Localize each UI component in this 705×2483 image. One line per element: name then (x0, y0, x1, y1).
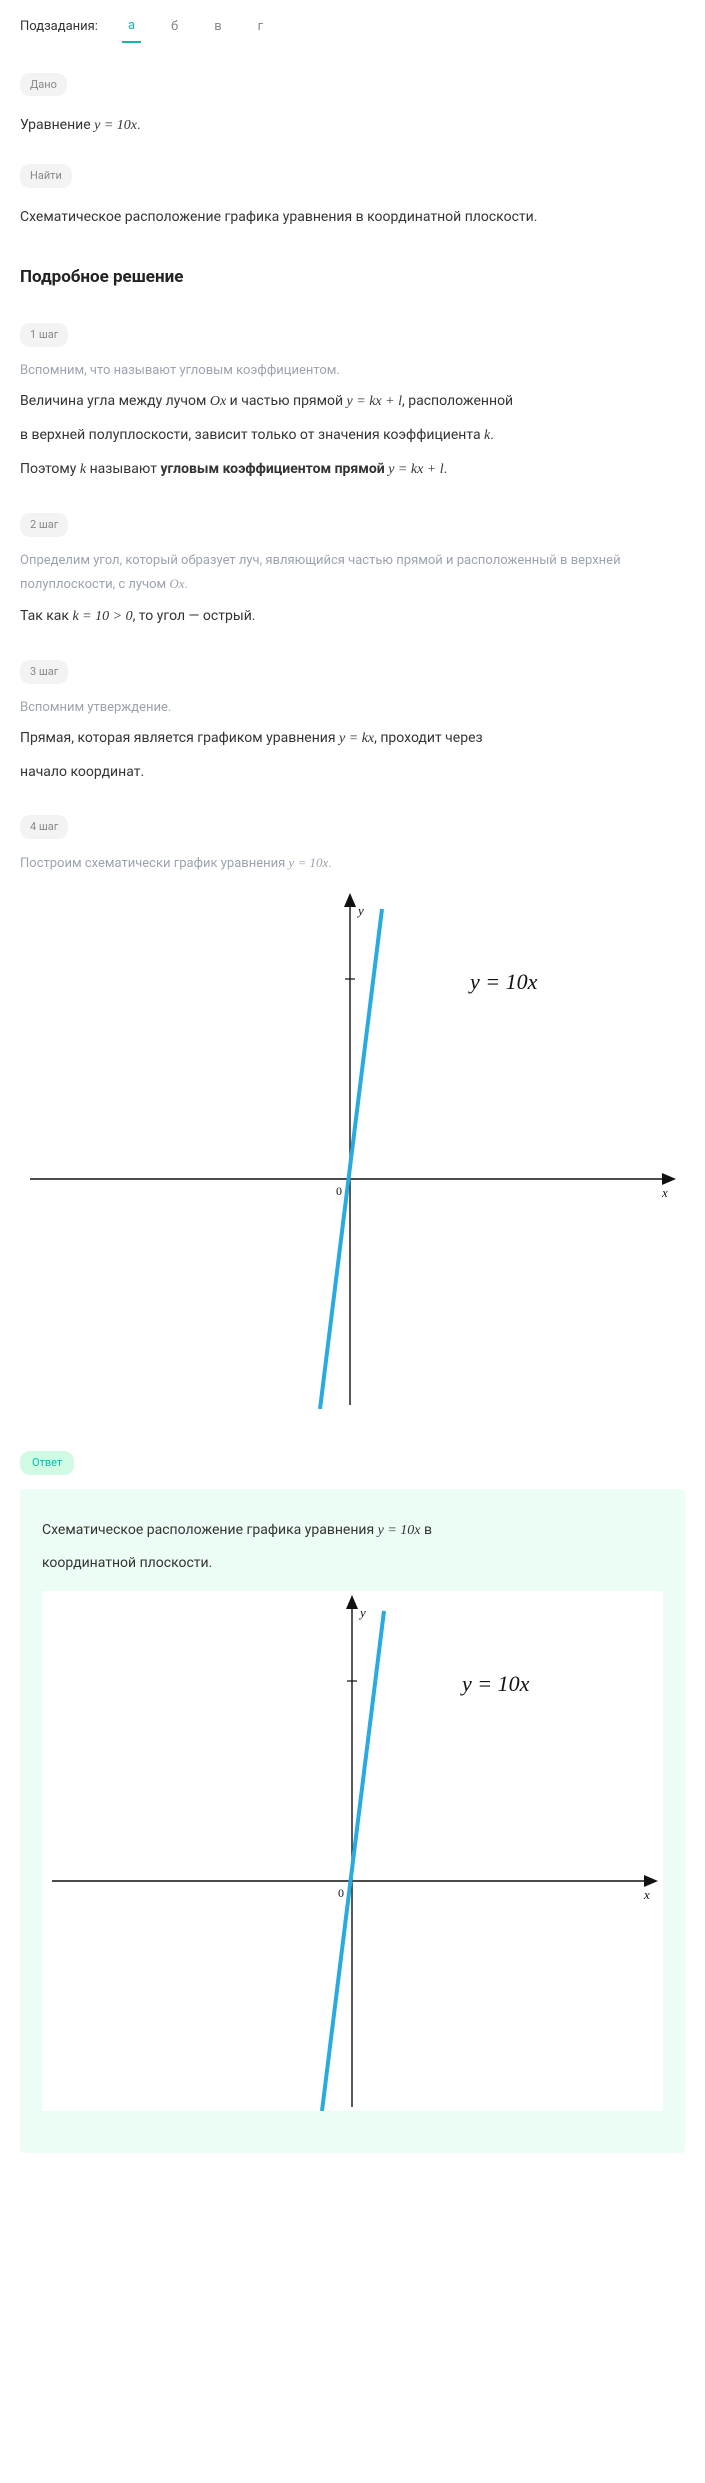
s1l3m2: y = kx + l (388, 462, 443, 477)
find-section: Найти Схематическое расположение графика… (20, 146, 685, 230)
svg-text:x: x (643, 1887, 650, 1902)
chart-svg: y x 0 y = 10x (20, 889, 680, 1409)
s1l3b: называют (86, 461, 160, 477)
svg-text:x: x (661, 1185, 668, 1200)
tabs-label: Подзадания: (20, 17, 98, 38)
given-pill: Дано (20, 73, 67, 97)
ansa: Схематическое расположение графика уравн… (42, 1522, 378, 1538)
svg-text:y: y (358, 1605, 366, 1620)
solution-title: Подробное решение (20, 264, 685, 291)
svg-text:0: 0 (336, 1184, 342, 1198)
s1l2a: в верхней полуплоскости, зависит только … (20, 427, 484, 443)
s2lm: k = 10 > 0 (72, 609, 132, 624)
s2mb: . (185, 577, 188, 592)
step3-line2: начало координат. (20, 759, 685, 786)
step3-pill: 3 шаг (20, 660, 68, 684)
tab-g[interactable]: г (252, 13, 269, 42)
given-prefix: Уравнение (20, 117, 94, 133)
answer-chart-svg: y x 0 y = 10x (42, 1591, 662, 2111)
step1-pill: 1 шаг (20, 323, 68, 347)
answer-block: Схематическое расположение графика уравн… (20, 1489, 685, 2153)
s2la: Так как (20, 608, 72, 624)
step4-pill: 4 шаг (20, 815, 68, 839)
answer-chart-wrapper: y x 0 y = 10x (42, 1591, 663, 2111)
s1l1b: и частью прямой (226, 393, 346, 409)
s4mm: y = 10x (288, 855, 328, 870)
answer-text1: Схематическое расположение графика уравн… (42, 1517, 663, 1545)
given-section: Дано Уравнение y = 10x. (20, 55, 685, 140)
svg-text:y: y (356, 903, 364, 918)
step-2: 2 шаг Определим угол, который образует л… (20, 489, 685, 630)
s1l1m2: y = kx + l (347, 394, 402, 409)
find-pill: Найти (20, 164, 72, 188)
step4-muted: Построим схематически график уравнения y… (20, 851, 685, 875)
svg-text:y = 10x: y = 10x (460, 1671, 530, 1696)
step1-line3: Поэтому k называют угловым коэффициентом… (20, 456, 685, 484)
s1l2b: . (490, 427, 494, 443)
s3lb: , проходит через (374, 730, 482, 746)
s2lb: , то угол — острый. (133, 608, 256, 624)
step-3: 3 шаг Вспомним утверждение. Прямая, кото… (20, 636, 685, 785)
s1l1a: Величина угла между лучом (20, 393, 210, 409)
answer-text2: координатной плоскости. (42, 1550, 663, 1577)
solution-chart: y x 0 y = 10x (20, 889, 685, 1409)
subtasks-tabs: Подзадания: а б в г (20, 0, 685, 55)
given-text: Уравнение y = 10x. (20, 112, 685, 140)
step2-pill: 2 шаг (20, 513, 68, 537)
ansb: в (421, 1522, 432, 1538)
given-suffix: . (137, 117, 141, 133)
step1-muted: Вспомним, что называют угловым коэффицие… (20, 359, 685, 382)
s2mm: Ox (169, 576, 184, 591)
s1l3bold: угловым коэффициентом прямой (161, 461, 389, 477)
s1l3a: Поэтому (20, 461, 80, 477)
s1l3c: . (444, 461, 448, 477)
s2ma: Определим угол, который образует луч, яв… (20, 553, 621, 592)
s1l1c: , расположенной (402, 393, 513, 409)
tab-a[interactable]: а (122, 12, 141, 43)
s3lm: y = kx (339, 731, 374, 746)
ansm: y = 10x (378, 1523, 421, 1538)
step3-muted: Вспомним утверждение. (20, 696, 685, 719)
tab-v[interactable]: в (208, 13, 227, 42)
tab-b[interactable]: б (165, 13, 184, 42)
step2-muted: Определим угол, который образует луч, яв… (20, 549, 685, 597)
find-text: Схематическое расположение графика уравн… (20, 204, 685, 231)
step1-line2: в верхней полуплоскости, зависит только … (20, 422, 685, 450)
step2-line: Так как k = 10 > 0, то угол — острый. (20, 603, 685, 631)
step-4: 4 шаг Построим схематически график уравн… (20, 791, 685, 875)
s3la: Прямая, которая является графиком уравне… (20, 730, 339, 746)
svg-text:y = 10x: y = 10x (468, 969, 538, 994)
step1-line1: Величина угла между лучом Ox и частью пр… (20, 388, 685, 416)
s4ma: Построим схематически график уравнения (20, 856, 288, 871)
step3-line1: Прямая, которая является графиком уравне… (20, 725, 685, 753)
step-1: 1 шаг Вспомним, что называют угловым коэ… (20, 299, 685, 483)
s1l1m1: Ox (210, 394, 226, 409)
given-equation: y = 10x (94, 118, 137, 133)
answer-pill: Ответ (20, 1451, 74, 1475)
svg-text:0: 0 (338, 1886, 344, 1900)
s4mb: . (328, 856, 331, 871)
